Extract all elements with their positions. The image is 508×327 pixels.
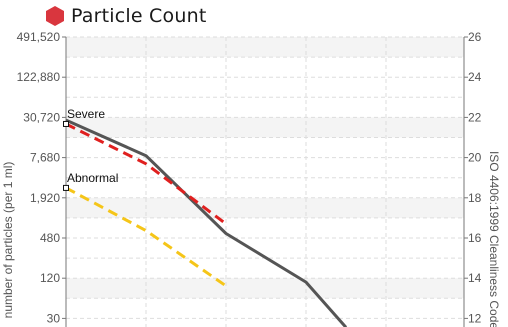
y2-tick-label: 24: [468, 70, 482, 84]
y2-tick-label: 14: [468, 271, 482, 285]
y-tick-label: 7,680: [30, 151, 60, 165]
annotation-marker: [63, 184, 69, 191]
chart-header: Particle Count: [44, 3, 206, 29]
hexagon-icon: [46, 6, 64, 26]
series-line-measured: [65, 118, 348, 327]
grid-band: [66, 37, 464, 58]
series-line-severe: [65, 122, 227, 226]
grid-band: [66, 197, 464, 218]
annotation-label: Severe: [67, 107, 105, 121]
annotation-marker: [63, 120, 69, 127]
y-tick-label: 30,720: [23, 110, 60, 124]
y-tick-label: 30: [47, 311, 61, 325]
grid-band: [66, 278, 464, 299]
y2-tick-label: 12: [468, 311, 482, 325]
y2-tick-label: 18: [468, 191, 482, 205]
y-tick-label: 120: [40, 271, 60, 285]
y2-tick-label: 16: [468, 231, 482, 245]
y-axis-label: number of particles (per 1 ml): [1, 162, 15, 319]
y2-tick-label: 22: [468, 110, 482, 124]
grid-band: [66, 117, 464, 138]
chart-title: Particle Count: [71, 5, 207, 27]
y-tick-label: 480: [40, 231, 60, 245]
y-tick-label: 1,920: [30, 191, 60, 205]
y-tick-label: 122,880: [17, 70, 61, 84]
y-tick-label: 491,520: [17, 30, 61, 44]
y2-axis-label: ISO 4406:1999 Cleanliness Code: [487, 151, 501, 327]
y2-tick-label: 20: [468, 151, 482, 165]
y2-tick-label: 26: [468, 30, 482, 44]
annotation-label: Abnormal: [67, 171, 118, 185]
